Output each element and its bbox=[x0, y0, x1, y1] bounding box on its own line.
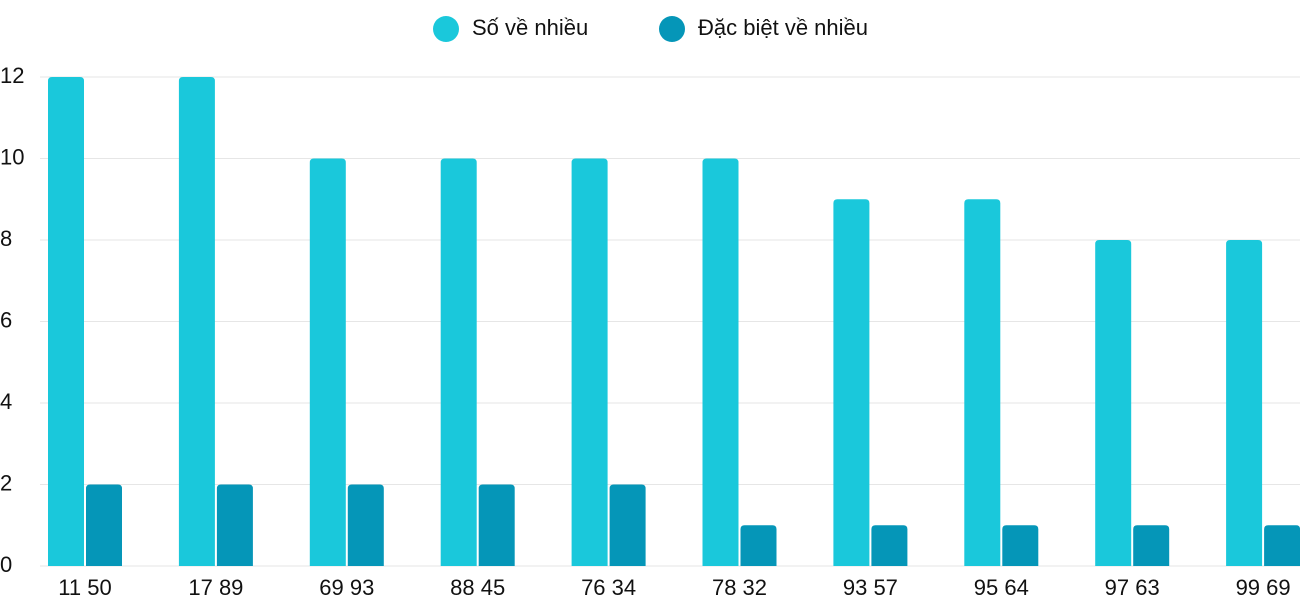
bar bbox=[178, 77, 215, 566]
bar bbox=[309, 158, 346, 566]
bar bbox=[964, 199, 1001, 566]
x-tick-label: 99 69 bbox=[1236, 575, 1291, 600]
x-tick-label: 76 34 bbox=[581, 575, 636, 600]
x-tick-label: 95 64 bbox=[974, 575, 1029, 600]
bar bbox=[347, 484, 384, 566]
legend-label: Số về nhiều bbox=[472, 15, 588, 40]
y-tick-label: 6 bbox=[0, 307, 12, 332]
bar bbox=[1264, 525, 1300, 566]
y-tick-label: 12 bbox=[0, 63, 24, 88]
x-tick-label: 97 63 bbox=[1105, 575, 1160, 600]
y-tick-label: 10 bbox=[0, 144, 24, 169]
bar bbox=[1002, 525, 1039, 566]
bar bbox=[833, 199, 870, 566]
x-tick-label: 69 93 bbox=[319, 575, 374, 600]
y-tick-label: 4 bbox=[0, 389, 12, 414]
bar bbox=[609, 484, 646, 566]
x-tick-label: 78 32 bbox=[712, 575, 767, 600]
bar bbox=[1226, 240, 1263, 566]
bar bbox=[1095, 240, 1132, 566]
bar bbox=[871, 525, 908, 566]
legend-label: Đặc biệt về nhiều bbox=[698, 15, 868, 40]
bar bbox=[440, 158, 477, 566]
bar bbox=[1133, 525, 1170, 566]
y-tick-label: 2 bbox=[0, 470, 12, 495]
bar bbox=[740, 525, 777, 566]
x-tick-label: 11 50 bbox=[58, 575, 111, 600]
legend-marker bbox=[659, 16, 685, 42]
y-tick-label: 0 bbox=[0, 552, 12, 577]
bar bbox=[216, 484, 253, 566]
x-tick-label: 88 45 bbox=[450, 575, 505, 600]
x-tick-label: 17 89 bbox=[188, 575, 243, 600]
bar bbox=[48, 77, 84, 566]
bar bbox=[702, 158, 739, 566]
bar bbox=[571, 158, 608, 566]
bar bbox=[478, 484, 515, 566]
bar bbox=[86, 484, 122, 566]
y-tick-label: 8 bbox=[0, 226, 12, 251]
legend-marker bbox=[433, 16, 459, 42]
x-tick-label: 93 57 bbox=[843, 575, 898, 600]
